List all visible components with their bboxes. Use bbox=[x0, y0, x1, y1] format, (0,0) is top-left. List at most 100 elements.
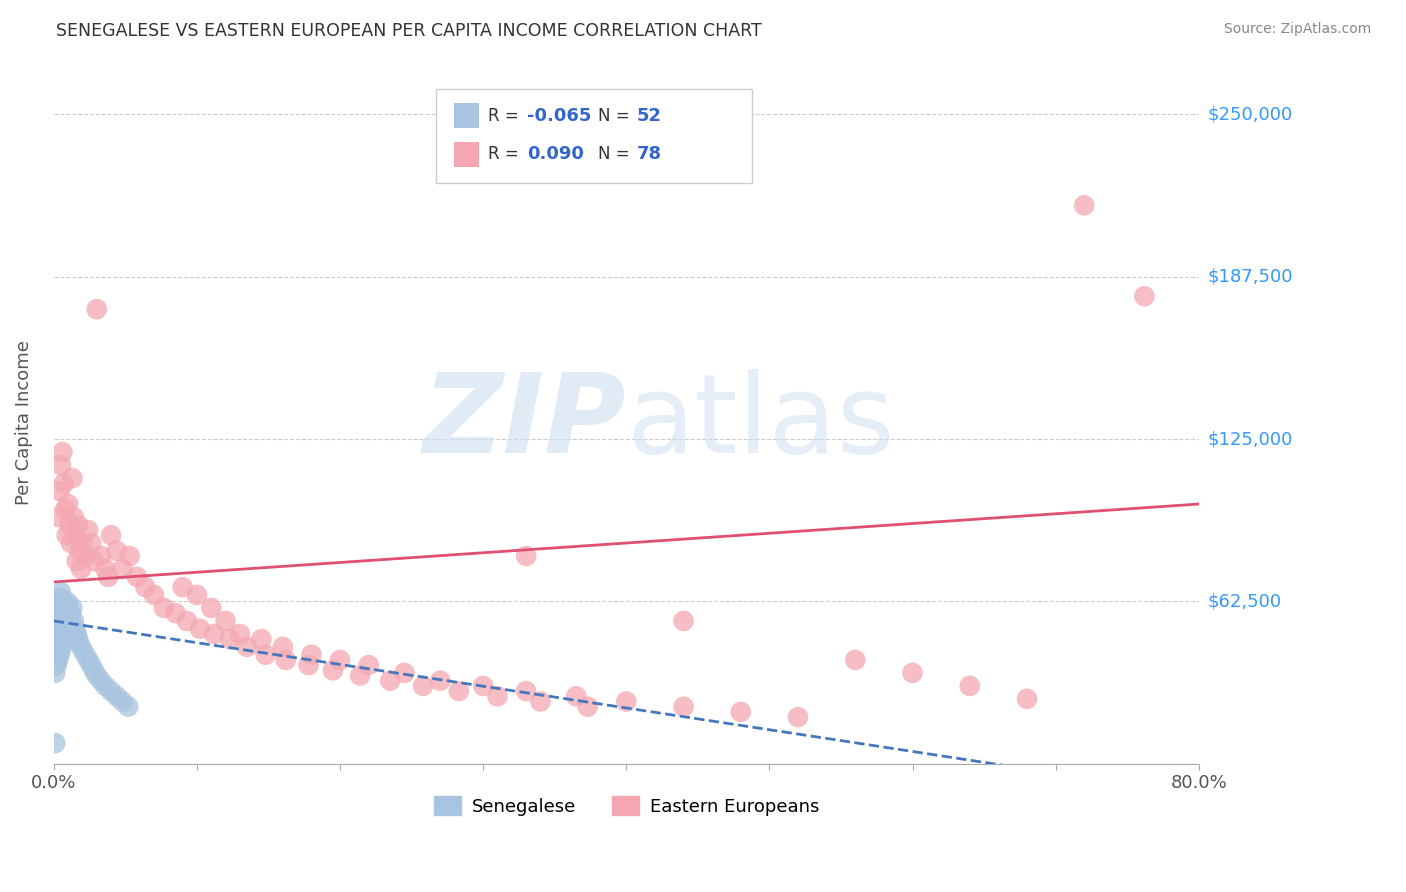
Point bbox=[297, 658, 319, 673]
Point bbox=[412, 679, 434, 693]
Point bbox=[486, 690, 509, 704]
Point bbox=[80, 536, 103, 550]
Text: SENEGALESE VS EASTERN EUROPEAN PER CAPITA INCOME CORRELATION CHART: SENEGALESE VS EASTERN EUROPEAN PER CAPIT… bbox=[56, 22, 762, 40]
Point bbox=[62, 601, 84, 615]
Text: $187,500: $187,500 bbox=[1208, 268, 1292, 285]
Point bbox=[66, 554, 89, 568]
Point bbox=[730, 705, 752, 719]
Point bbox=[48, 591, 70, 605]
Text: R =: R = bbox=[488, 107, 524, 125]
Y-axis label: Per Capita Income: Per Capita Income bbox=[15, 341, 32, 505]
Text: 78: 78 bbox=[637, 145, 662, 163]
Point bbox=[117, 699, 139, 714]
Point bbox=[48, 627, 70, 641]
Point bbox=[45, 622, 67, 636]
Point bbox=[51, 637, 73, 651]
Point bbox=[67, 632, 90, 647]
Point bbox=[94, 562, 117, 576]
Point bbox=[69, 637, 91, 651]
Point bbox=[94, 679, 117, 693]
Text: R =: R = bbox=[488, 145, 529, 163]
Point bbox=[52, 476, 75, 491]
Point bbox=[349, 668, 371, 682]
Text: 0.090: 0.090 bbox=[527, 145, 583, 163]
Point bbox=[378, 673, 401, 688]
Point bbox=[44, 648, 66, 662]
Point bbox=[672, 614, 695, 628]
Point bbox=[56, 497, 79, 511]
Point bbox=[118, 549, 141, 563]
Point bbox=[55, 622, 77, 636]
Text: -0.065: -0.065 bbox=[527, 107, 592, 125]
Point bbox=[53, 627, 76, 641]
Point bbox=[105, 690, 128, 704]
Text: $125,000: $125,000 bbox=[1208, 430, 1292, 448]
Point bbox=[58, 517, 80, 532]
Point bbox=[53, 502, 76, 516]
Point bbox=[66, 627, 89, 641]
Point bbox=[70, 562, 93, 576]
Point bbox=[46, 510, 69, 524]
Point bbox=[250, 632, 273, 647]
Point bbox=[83, 663, 105, 677]
Text: $250,000: $250,000 bbox=[1208, 105, 1292, 123]
Point bbox=[515, 684, 537, 698]
Point bbox=[60, 536, 83, 550]
Point bbox=[52, 593, 75, 607]
Point bbox=[49, 458, 72, 472]
Text: $62,500: $62,500 bbox=[1208, 592, 1281, 610]
Point bbox=[46, 632, 69, 647]
Point bbox=[565, 690, 588, 704]
Point bbox=[844, 653, 866, 667]
Point bbox=[46, 596, 69, 610]
Point bbox=[56, 616, 79, 631]
Point bbox=[172, 580, 194, 594]
Point bbox=[58, 611, 80, 625]
Point bbox=[672, 699, 695, 714]
Point bbox=[1015, 691, 1038, 706]
Point bbox=[60, 606, 83, 620]
Point bbox=[75, 648, 97, 662]
Point bbox=[44, 736, 66, 750]
Point bbox=[1133, 289, 1156, 303]
Text: N =: N = bbox=[598, 145, 634, 163]
Point bbox=[214, 614, 236, 628]
Point bbox=[77, 653, 100, 667]
Text: atlas: atlas bbox=[626, 369, 894, 476]
Point bbox=[236, 640, 259, 654]
Point bbox=[77, 523, 100, 537]
Point bbox=[429, 673, 451, 688]
Point bbox=[394, 665, 416, 680]
Point bbox=[357, 658, 380, 673]
Text: Source: ZipAtlas.com: Source: ZipAtlas.com bbox=[1223, 22, 1371, 37]
Point bbox=[188, 622, 211, 636]
Point bbox=[75, 549, 97, 563]
Point bbox=[901, 665, 924, 680]
Point bbox=[576, 699, 599, 714]
Point bbox=[49, 622, 72, 636]
Point bbox=[83, 554, 105, 568]
Point bbox=[67, 517, 90, 532]
Point bbox=[52, 611, 75, 625]
Point bbox=[100, 528, 122, 542]
Point bbox=[86, 668, 108, 682]
Point bbox=[86, 302, 108, 317]
Point bbox=[46, 653, 69, 667]
Point bbox=[65, 528, 87, 542]
Point bbox=[45, 640, 67, 654]
Point bbox=[200, 601, 222, 615]
Point bbox=[100, 684, 122, 698]
Point bbox=[329, 653, 352, 667]
Point bbox=[447, 684, 470, 698]
Point bbox=[72, 642, 94, 657]
Point bbox=[97, 570, 120, 584]
Point bbox=[90, 549, 112, 563]
Text: ZIP: ZIP bbox=[423, 369, 626, 476]
Point bbox=[48, 608, 70, 623]
Legend: Senegalese, Eastern Europeans: Senegalese, Eastern Europeans bbox=[426, 789, 827, 823]
Point bbox=[63, 510, 86, 524]
Point bbox=[46, 614, 69, 628]
Point bbox=[218, 632, 240, 647]
Point bbox=[49, 642, 72, 657]
Point bbox=[787, 710, 810, 724]
